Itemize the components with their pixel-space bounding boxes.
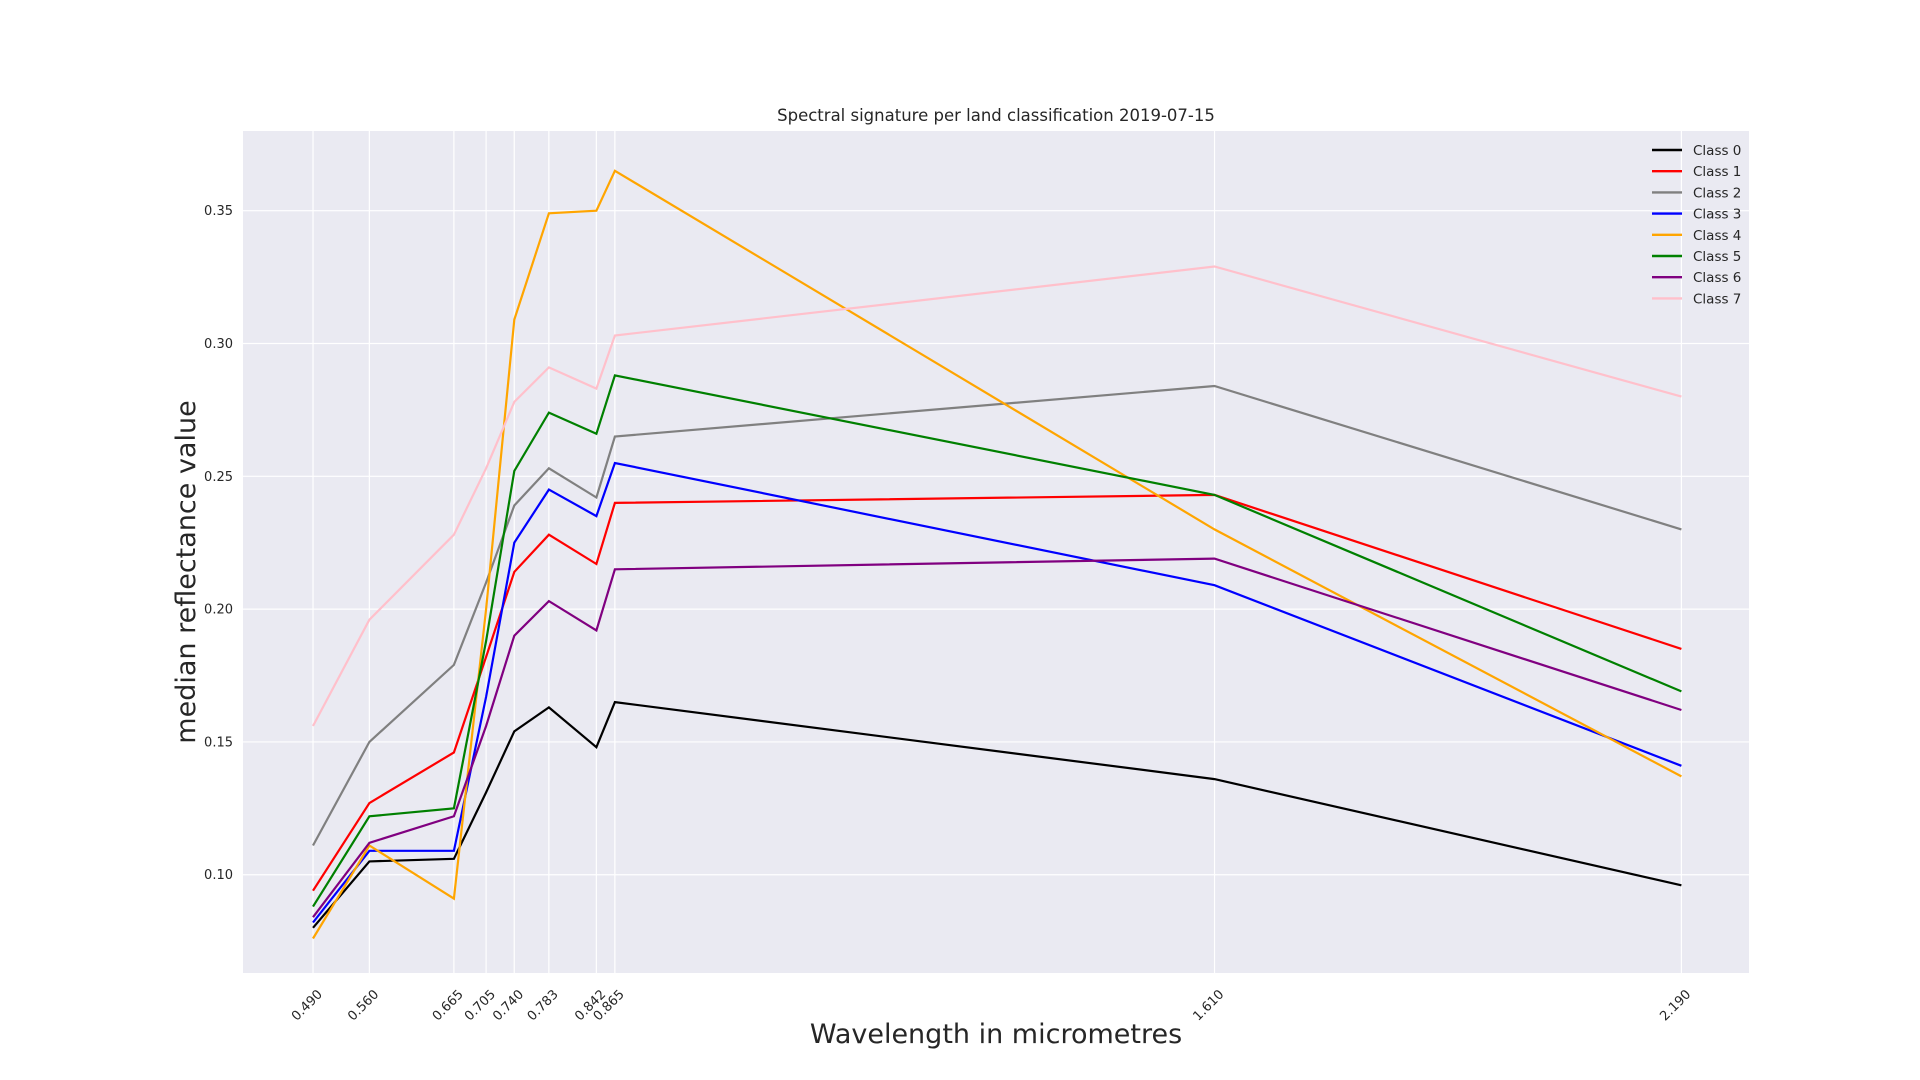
series-lines	[312, 169, 1682, 940]
x-tick-label: 0.665	[430, 987, 467, 1024]
legend-label: Class 4	[1693, 228, 1741, 244]
x-tick-label: 1.610	[1190, 987, 1227, 1024]
plot-area	[243, 131, 1749, 973]
x-tick-label: 2.190	[1657, 987, 1694, 1024]
legend-label: Class 7	[1693, 291, 1741, 307]
series-line-class-0	[312, 700, 1682, 929]
legend-label: Class 3	[1693, 207, 1741, 223]
series-line-class-4	[312, 169, 1682, 940]
y-axis-ticks: 0.10 0.15 0.20 0.25 0.30 0.35	[204, 204, 233, 883]
legend-label: Class 2	[1693, 185, 1741, 201]
legend-label: Class 5	[1693, 249, 1741, 265]
y-tick-label: 0.10	[204, 868, 233, 883]
legend-label: Class 6	[1693, 270, 1741, 286]
series-line-class-5	[312, 374, 1682, 908]
x-tick-label: 0.783	[525, 987, 562, 1024]
series-line-class-2	[312, 384, 1682, 847]
y-tick-label: 0.15	[204, 735, 233, 750]
grid-lines	[243, 131, 1749, 973]
x-tick-label: 0.490	[289, 987, 326, 1024]
x-tick-label: 0.705	[462, 987, 499, 1024]
y-tick-label: 0.20	[204, 603, 233, 618]
series-line-class-6	[312, 557, 1682, 918]
x-tick-label: 0.560	[345, 987, 382, 1024]
y-tick-label: 0.30	[204, 337, 233, 352]
legend-label: Class 1	[1693, 164, 1741, 180]
chart-title: Spectral signature per land classificati…	[777, 106, 1215, 125]
legend-label: Class 0	[1693, 143, 1741, 159]
series-line-class-1	[312, 493, 1682, 892]
y-tick-label: 0.35	[204, 204, 233, 219]
y-tick-label: 0.25	[204, 470, 233, 485]
y-axis-label: median reflectance value	[171, 400, 202, 743]
x-axis-label: Wavelength in micrometres	[810, 1019, 1182, 1050]
series-line-class-3	[312, 461, 1682, 924]
legend: Class 0 Class 1 Class 2 Class 3 Class 4 Class…	[1652, 143, 1741, 307]
x-tick-label: 0.740	[490, 987, 527, 1024]
series-line-class-7	[312, 265, 1682, 727]
